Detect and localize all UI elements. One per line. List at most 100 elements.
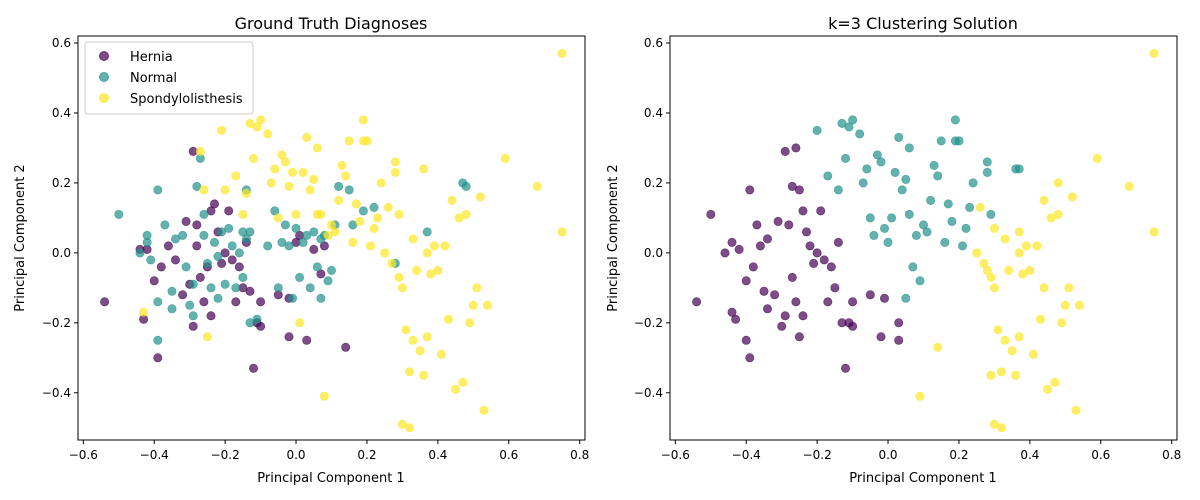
left-chart-point-s2-67 <box>422 332 432 342</box>
right-chart-point-s0-30 <box>798 311 808 321</box>
right-chart-point-s1-17 <box>890 167 900 177</box>
left-chart-point-s2-79 <box>465 318 475 328</box>
right-chart-point-s1-43 <box>982 157 992 167</box>
right-chart-point-s1-45 <box>986 209 996 219</box>
left-chart-point-s1-38 <box>252 314 262 324</box>
right-chart-point-s0-14 <box>759 286 769 296</box>
right-chart-point-s0-17 <box>770 290 780 300</box>
left-chart-point-s1-12 <box>178 230 188 240</box>
left-chart-x-tick-label-6: 0.6 <box>499 448 518 462</box>
left-chart-x-tick-label-3: 0.0 <box>286 448 305 462</box>
left-chart-point-s1-56 <box>323 276 333 286</box>
left-chart-y-tick-label-3: 0.2 <box>52 176 71 190</box>
left-chart-point-s2-47 <box>376 178 386 188</box>
left-chart-point-s1-49 <box>302 230 312 240</box>
right-chart-point-s2-39 <box>1071 405 1081 415</box>
left-chart-point-s1-10 <box>167 286 177 296</box>
left-chart-point-s0-27 <box>231 297 241 307</box>
legend-marker-normal <box>99 72 109 82</box>
left-chart-point-s1-30 <box>231 283 241 293</box>
left-chart-point-s2-52 <box>390 167 400 177</box>
left-chart-point-s1-26 <box>217 227 227 237</box>
left-chart-point-s2-1 <box>195 146 205 156</box>
right-chart-point-s2-9 <box>989 419 999 429</box>
left-chart-point-s1-60 <box>344 185 354 195</box>
left-chart-point-s2-22 <box>295 318 305 328</box>
left-chart-point-s2-35 <box>337 160 347 170</box>
left-chart-point-s2-77 <box>458 377 468 387</box>
right-chart-point-s0-35 <box>816 206 826 216</box>
left-chart-point-s2-49 <box>383 202 393 212</box>
left-chart-point-s2-88 <box>557 48 567 58</box>
left-chart-point-s1-50 <box>305 283 315 293</box>
right-chart-point-s2-36 <box>1060 300 1070 310</box>
right-chart-point-s1-39 <box>957 241 967 251</box>
left-chart-point-s2-44 <box>365 241 375 251</box>
left-chart-point-s2-5 <box>220 185 230 195</box>
left-chart-point-s1-1 <box>135 248 145 258</box>
left-chart-point-s2-48 <box>380 248 390 258</box>
left-chart-point-s1-14 <box>185 300 195 310</box>
right-chart-point-s1-4 <box>840 153 850 163</box>
left-chart-point-s2-39 <box>351 199 361 209</box>
left-chart-point-s1-46 <box>291 223 301 233</box>
right-chart-point-s0-6 <box>734 244 744 254</box>
left-chart-point-s2-15 <box>270 164 280 174</box>
right-chart-point-s1-25 <box>911 230 921 240</box>
left-chart-point-s2-62 <box>412 265 422 275</box>
right-chart-point-s0-2 <box>720 248 730 258</box>
left-chart-x-tick-label-2: −0.2 <box>211 448 240 462</box>
right-chart-point-s1-6 <box>848 115 858 125</box>
left-chart-point-s2-84 <box>482 300 492 310</box>
right-chart-x-ticks: −0.6 −0.4 −0.2 0.0 0.2 0.4 0.6 0.8 <box>661 440 1181 462</box>
right-chart-point-s0-27 <box>794 185 804 195</box>
left-chart-point-s0-12 <box>188 321 198 331</box>
right-chart-point-s1-42 <box>968 178 978 188</box>
right-chart-point-s0-4 <box>727 307 737 317</box>
left-chart-point-s0-45 <box>341 342 351 352</box>
left-chart-panel: Ground Truth Diagnoses −0.6 −0.4 −0.2 0.0 0.… <box>13 14 589 486</box>
left-chart-point-s0-42 <box>309 244 319 254</box>
left-chart-point-s0-6 <box>156 262 166 272</box>
left-chart-point-s0-10 <box>181 216 191 226</box>
right-chart-point-s1-15 <box>883 237 893 247</box>
right-chart-point-s2-7 <box>986 370 996 380</box>
right-chart-point-s1-5 <box>844 122 854 132</box>
left-chart-point-s2-7 <box>238 209 248 219</box>
left-chart-point-s1-61 <box>348 220 358 230</box>
right-chart-x-tick-label-7: 0.8 <box>1162 448 1181 462</box>
left-chart-point-s1-44 <box>284 241 294 251</box>
left-chart-point-s0-43 <box>316 269 326 279</box>
legend: Hernia Normal Spondylolisthesis <box>84 41 254 115</box>
left-chart-point-s1-9 <box>167 304 177 314</box>
left-chart-point-s2-6 <box>231 171 241 181</box>
right-chart-point-s2-40 <box>1075 300 1085 310</box>
right-chart-point-s0-42 <box>840 363 850 373</box>
left-chart-point-s2-40 <box>355 216 365 226</box>
left-chart-x-tick-label-4: 0.2 <box>357 448 376 462</box>
right-chart-point-s2-22 <box>1018 269 1028 279</box>
left-chart-point-s1-48 <box>298 237 308 247</box>
right-chart-point-s0-0 <box>692 297 702 307</box>
left-chart-point-s2-68 <box>426 269 436 279</box>
right-chart-point-s2-32 <box>1050 377 1060 387</box>
left-chart-point-s2-11 <box>252 122 262 132</box>
left-chart-point-s0-23 <box>217 258 227 268</box>
left-chart-point-s0-25 <box>224 206 234 216</box>
right-chart-y-ticks: −0.4 −0.2 0.0 0.2 0.4 0.6 <box>634 36 670 400</box>
left-chart-point-s2-87 <box>557 227 567 237</box>
left-chart-point-s0-9 <box>178 290 188 300</box>
left-chart-point-s2-86 <box>532 181 542 191</box>
right-chart-point-s0-21 <box>780 311 790 321</box>
left-chart-point-s2-74 <box>447 195 457 205</box>
left-chart-point-s2-80 <box>468 300 478 310</box>
left-chart-point-s1-21 <box>202 258 212 268</box>
right-chart-point-s1-10 <box>865 213 875 223</box>
left-chart-point-s2-34 <box>334 195 344 205</box>
legend-label-normal: Normal <box>130 71 177 86</box>
right-chart-point-s1-47 <box>1014 164 1024 174</box>
left-chart-point-s2-4 <box>217 125 227 135</box>
left-chart-point-s1-35 <box>241 234 251 244</box>
right-chart-point-s1-11 <box>869 230 879 240</box>
right-chart-point-s0-31 <box>801 227 811 237</box>
